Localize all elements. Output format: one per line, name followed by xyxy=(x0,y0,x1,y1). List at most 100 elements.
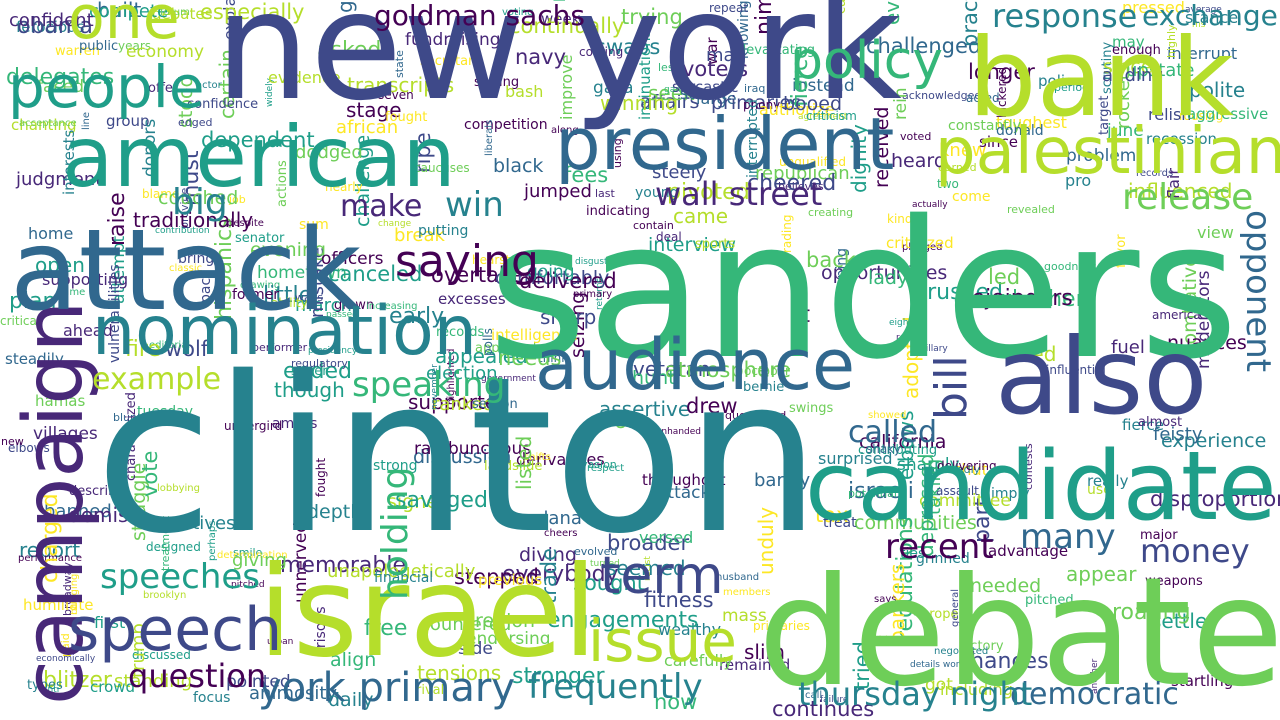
small-word-ms: ms xyxy=(1192,20,1206,30)
small-word-built: built xyxy=(97,0,142,22)
small-word-chanting: chanting xyxy=(11,116,77,134)
small-word-daily: daily xyxy=(328,689,374,711)
small-word-traditionally: traditionally xyxy=(133,208,254,232)
small-word-back: back xyxy=(806,248,856,272)
small-word-surprised: surprised xyxy=(818,449,893,468)
word-also: also xyxy=(995,316,1208,438)
small-word-rousing: rousing xyxy=(1179,109,1224,123)
small-word-rambunctious: rambunctious xyxy=(414,439,532,459)
small-word-evolved: evolved xyxy=(574,545,618,558)
small-word-voted: voted xyxy=(900,130,932,143)
small-word-upstate: upstate xyxy=(1126,60,1195,81)
small-word-records: records xyxy=(1136,168,1174,179)
small-word-pitched: pitched xyxy=(231,580,265,590)
small-word-fundraising: fundraising xyxy=(405,30,501,50)
small-word-describe: describe xyxy=(69,484,125,499)
small-word-plan: plan xyxy=(9,289,57,314)
small-word-shaky: shaky xyxy=(866,442,901,456)
small-word-crowd: crowd xyxy=(90,678,136,696)
small-word-intelligence: intelligence xyxy=(491,326,579,344)
small-word-fuel: fuel xyxy=(1111,337,1145,358)
small-word-use: use xyxy=(1087,482,1112,498)
word-speech: speech xyxy=(68,595,283,665)
small-word-came: came xyxy=(673,204,729,228)
small-word-job: job xyxy=(229,193,246,206)
small-word-gaza: gaza xyxy=(593,78,634,98)
word-york-primary: york primary xyxy=(258,665,516,711)
small-word-stronger: stronger xyxy=(512,664,605,689)
small-word-dodged: dodged xyxy=(295,142,363,163)
small-word-first: first xyxy=(94,613,126,632)
word-money: money xyxy=(1140,532,1250,570)
word-example: example xyxy=(92,362,222,397)
small-word-led: led xyxy=(988,265,1021,289)
small-word-especially: especially xyxy=(200,0,305,24)
small-word-goodness: goodness xyxy=(1044,260,1097,273)
small-word-villages: villages xyxy=(33,424,98,444)
small-word-repeat: repeat xyxy=(709,1,749,15)
small-word-members: members xyxy=(723,587,771,598)
small-word-treat: treat xyxy=(823,515,857,531)
small-word-invasion: invasion xyxy=(571,458,617,471)
small-word-cheers: cheers xyxy=(544,528,578,539)
small-word-offer: offer xyxy=(148,81,179,96)
small-word-young: young xyxy=(635,185,679,201)
word-frequently: frequently xyxy=(528,667,703,707)
small-word-pledged: pledged xyxy=(902,242,943,253)
small-word-season: season xyxy=(472,397,518,412)
small-word-failure: failure xyxy=(820,695,849,705)
small-word-constantly: constantly xyxy=(948,118,1022,134)
small-word-stance: stance xyxy=(1185,8,1239,27)
small-word-asked: asked xyxy=(317,38,382,63)
word-one: one xyxy=(68,0,180,53)
word-many: many xyxy=(1020,517,1116,557)
small-word-ability: ability xyxy=(271,296,308,310)
small-word-landslide: landslide xyxy=(484,459,543,474)
small-word-grown: grown xyxy=(334,298,375,313)
small-word-types: types xyxy=(27,678,63,693)
small-word-contributing: contributing xyxy=(858,443,938,458)
small-word-sum: sum xyxy=(299,217,329,233)
small-word-executives: executives xyxy=(139,513,236,534)
small-word-creating: creating xyxy=(808,206,854,219)
small-word-ways: ways xyxy=(295,291,323,304)
small-word-everybody: everybody xyxy=(502,562,619,587)
small-word-primaries: primaries xyxy=(753,619,810,633)
small-word-rival: rival xyxy=(416,683,445,698)
small-word-delegates: delegates xyxy=(6,65,115,90)
small-word-continues: continues xyxy=(772,697,875,720)
small-word-mass: mass xyxy=(722,606,767,626)
small-word-financial: financial xyxy=(374,570,434,586)
small-word-home: home xyxy=(28,224,74,243)
small-word-enough: enough xyxy=(1112,43,1161,58)
small-word-problem: problem xyxy=(1066,146,1137,166)
small-word-savaged: savaged xyxy=(395,488,488,513)
small-word-average: average xyxy=(1185,5,1222,15)
small-word-acted: acted xyxy=(966,91,1000,105)
small-word-steely: steely xyxy=(652,162,707,183)
small-word-communities: communities xyxy=(854,512,977,534)
small-word-tuesday: tuesday xyxy=(137,404,194,420)
small-word-senator: senator xyxy=(235,231,285,246)
small-word-free: free xyxy=(364,616,408,641)
small-word-stage: stage xyxy=(346,98,402,122)
word-policy: policy xyxy=(790,31,944,91)
small-word-turned: turned xyxy=(590,559,620,569)
small-word-come: come xyxy=(952,189,991,205)
small-word-delivered: delivered xyxy=(519,269,617,293)
small-word-setting: setting xyxy=(474,75,520,90)
small-word-new: new xyxy=(1,435,24,448)
small-word-less: less xyxy=(658,61,680,74)
small-word-animosity: animosity xyxy=(249,683,338,704)
small-word-pitched: pitched xyxy=(1025,593,1074,608)
small-word-interview: interview xyxy=(648,234,737,256)
small-word-regulatory: regulatory xyxy=(291,357,348,370)
small-word-bring: bring xyxy=(178,251,215,267)
small-word-presidency: presidency xyxy=(308,346,358,356)
small-word-performer: performer xyxy=(252,341,308,354)
small-word-imply: imply xyxy=(991,486,1030,502)
small-word-derivatives: derivatives xyxy=(516,450,605,469)
small-word-crime: crime xyxy=(57,287,86,298)
small-word-tensions: tensions xyxy=(417,661,502,685)
small-word-dependent: dependent xyxy=(201,128,315,152)
